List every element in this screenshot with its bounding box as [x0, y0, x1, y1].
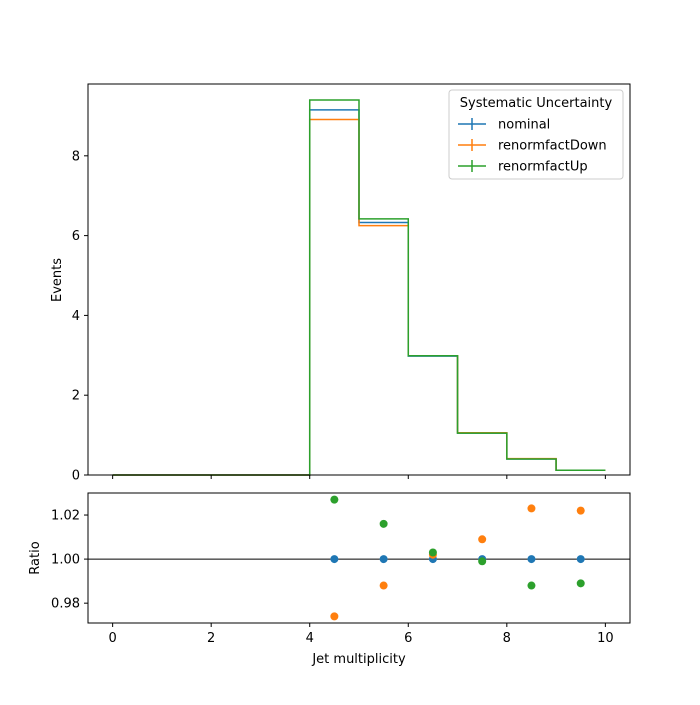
ratio-point-renormfactDown — [527, 504, 536, 513]
ratio-point-nominal — [379, 555, 388, 564]
ratio-point-renormfactDown — [478, 535, 487, 544]
x-axis-label: Jet multiplicity — [311, 652, 406, 667]
main-y-axis-label: Events — [50, 258, 65, 302]
x-tick-label: 10 — [597, 631, 614, 646]
ratio-y-tick-label: 1.02 — [51, 509, 80, 524]
ratio-panel: 0.98 1.00 1.02 0 2 4 6 8 10 Ratio Jet multiplic… — [28, 492, 631, 667]
main-y-tick-label: 6 — [72, 229, 80, 244]
legend-label: nominal — [498, 118, 550, 133]
ratio-y-tick-label: 0.98 — [51, 597, 80, 612]
legend-title: Systematic Uncertainty — [460, 96, 613, 111]
x-tick-label: 4 — [306, 631, 314, 646]
ratio-x-ticks: 0 2 4 6 8 10 — [108, 623, 614, 646]
legend-label: renormfactDown — [498, 139, 607, 154]
ratio-point-nominal — [527, 555, 536, 564]
ratio-point-renormfactUp — [576, 579, 585, 588]
ratio-point-nominal — [576, 555, 585, 564]
ratio-y-ticks: 0.98 1.00 1.02 — [51, 509, 88, 612]
ratio-point-renormfactUp — [527, 581, 536, 590]
x-tick-label: 0 — [108, 631, 116, 646]
ratio-point-renormfactUp — [478, 557, 487, 566]
ratio-y-tick-label: 1.00 — [51, 553, 80, 568]
ratio-axes-frame — [87, 492, 631, 624]
legend-item-nominal: nominal — [458, 118, 550, 133]
x-tick-label: 6 — [404, 631, 412, 646]
legend-items: nominal renormfactDown renormfactUp — [458, 118, 607, 175]
ratio-y-axis-label: Ratio — [28, 541, 43, 574]
main-axes-frame — [87, 83, 631, 476]
ratio-point-nominal — [330, 555, 339, 564]
legend-item-renormfactUp: renormfactUp — [458, 160, 588, 175]
x-tick-label: 2 — [207, 631, 215, 646]
x-tick-label: 8 — [503, 631, 511, 646]
ratio-point-renormfactUp — [330, 495, 339, 504]
ratio-point-renormfactDown — [330, 612, 339, 621]
ratio-point-renormfactDown — [576, 506, 585, 515]
ratio-point-renormfactDown — [379, 581, 388, 590]
ratio-point-renormfactUp — [428, 548, 437, 557]
main-y-ticks: 0 2 4 6 8 — [72, 149, 88, 484]
ratio-point-renormfactUp — [379, 519, 388, 528]
main-y-tick-label: 8 — [72, 149, 80, 164]
main-y-tick-label: 2 — [72, 389, 80, 404]
legend: Systematic Uncertainty nominal renormfact… — [448, 89, 624, 180]
legend-item-renormfactDown: renormfactDown — [458, 139, 607, 154]
ratio-series-group — [330, 495, 585, 621]
main-panel: 0 2 4 6 8 Events Systematic Uncertainty nomi… — [50, 83, 631, 484]
main-x-ticks — [112, 475, 606, 479]
main-y-tick-label: 0 — [72, 469, 80, 484]
main-y-tick-label: 4 — [72, 309, 80, 324]
legend-box — [448, 89, 624, 180]
legend-label: renormfactUp — [498, 160, 588, 175]
